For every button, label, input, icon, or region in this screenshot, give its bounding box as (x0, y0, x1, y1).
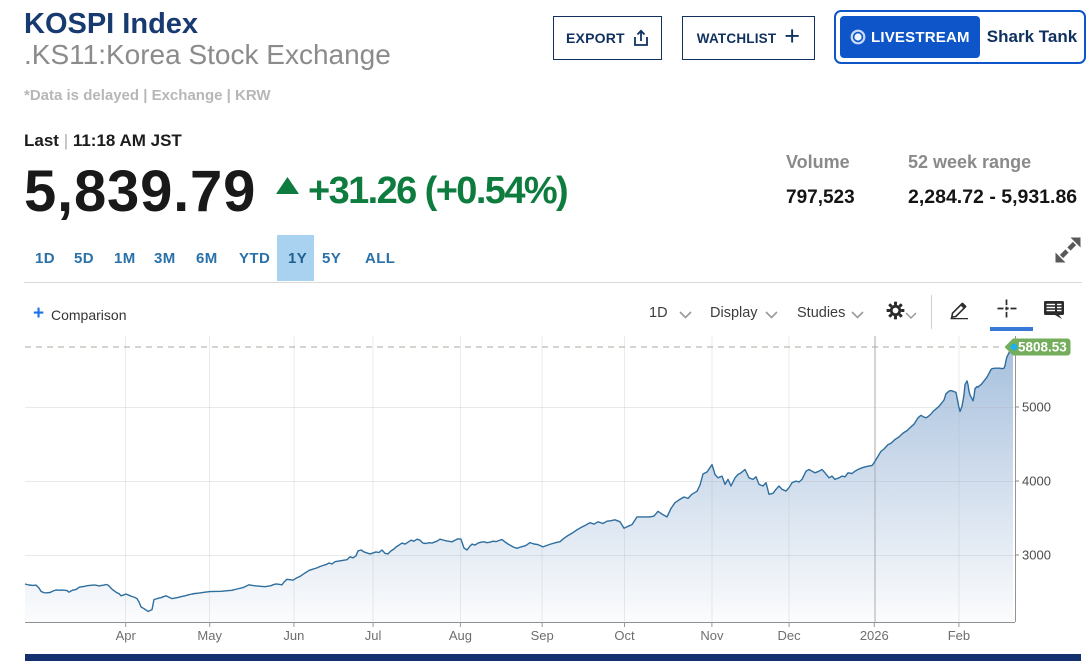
svg-text:Jun: Jun (283, 628, 304, 643)
svg-text:Feb: Feb (948, 628, 970, 643)
svg-text:Nov: Nov (700, 628, 724, 643)
svg-text:3000: 3000 (1022, 548, 1051, 563)
svg-text:Sep: Sep (531, 628, 554, 643)
svg-text:Dec: Dec (778, 628, 802, 643)
svg-text:Aug: Aug (449, 628, 472, 643)
svg-text:2026: 2026 (860, 628, 889, 643)
svg-text:Apr: Apr (116, 628, 137, 643)
svg-text:5808.53: 5808.53 (1018, 340, 1067, 355)
svg-text:4000: 4000 (1022, 474, 1051, 489)
svg-text:Jul: Jul (365, 628, 382, 643)
svg-text:Oct: Oct (614, 628, 635, 643)
svg-text:May: May (197, 628, 222, 643)
svg-text:5000: 5000 (1022, 400, 1051, 415)
